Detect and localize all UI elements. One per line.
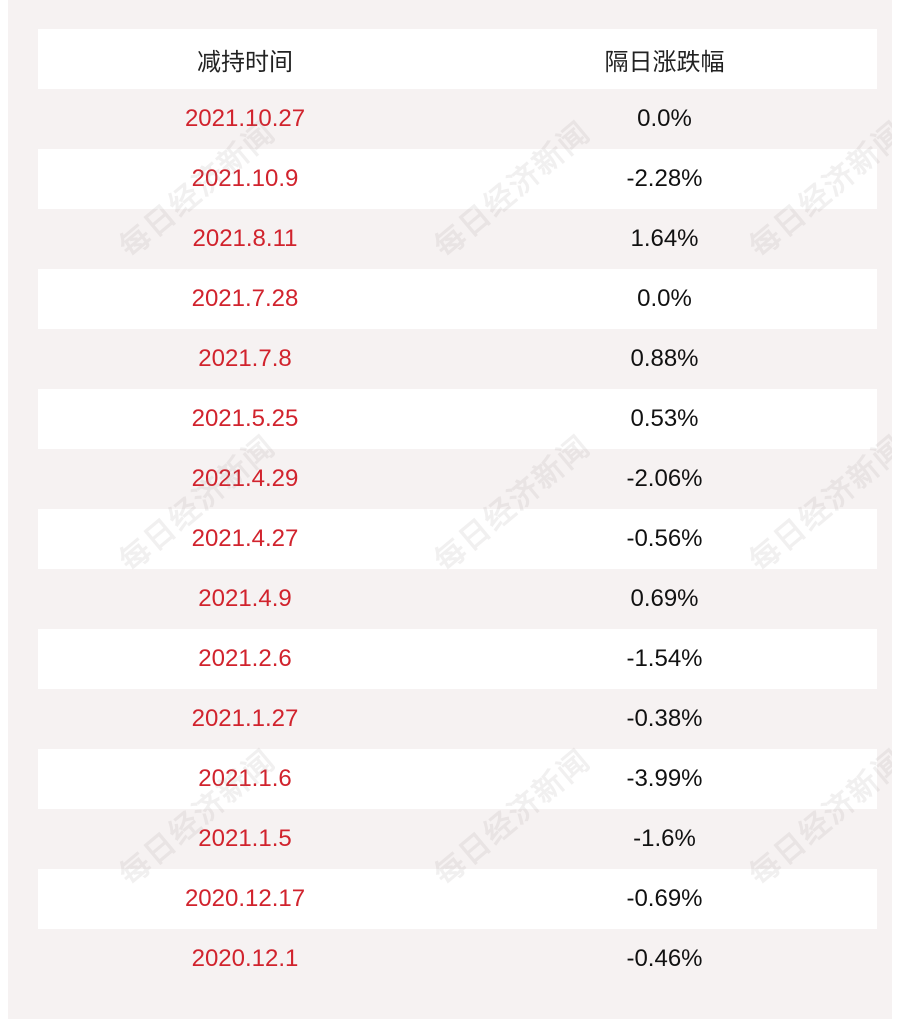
reduction-date-cell: 2021.1.5 [198,825,292,852]
table-row: 2021.4.29 -2.06% [38,449,877,509]
reduction-date-cell: 2021.8.11 [192,225,298,252]
header-next-day-change: 隔日涨跌幅 [604,47,725,76]
next-day-change-cell: 1.64% [630,225,699,252]
reduction-date-cell: 2021.7.28 [191,285,299,312]
table-row: 2021.4.9 0.69% [38,569,877,629]
reduction-date-cell: 2021.1.6 [198,765,292,792]
table-header-row: 减持时间 隔日涨跌幅 [38,29,877,89]
reduction-date-cell: 2021.10.9 [191,165,299,192]
reduction-date-cell: 2021.4.29 [191,465,299,492]
reduction-date-cell: 2021.1.27 [191,705,299,732]
next-day-change-cell: -2.06% [626,465,703,492]
table-row: 2021.7.8 0.88% [38,329,877,389]
data-table: 减持时间 隔日涨跌幅 2021.10.27 0.0% 2021.10.9 -2.28%… [38,29,877,989]
table-row: 2021.4.27 -0.56% [38,509,877,569]
next-day-change-cell: 0.0% [637,105,692,132]
reduction-date-cell: 2021.7.8 [198,345,292,372]
table-row: 2021.1.27 -0.38% [38,689,877,749]
table-row: 2020.12.1 -0.46% [38,929,877,989]
next-day-change-cell: -1.6% [633,825,696,852]
table-row: 2021.10.27 0.0% [38,89,877,149]
reduction-date-cell: 2020.12.17 [184,885,306,912]
next-day-change-cell: -0.46% [626,945,703,972]
table-card: 减持时间 隔日涨跌幅 2021.10.27 0.0% 2021.10.9 -2.28%… [8,0,892,1019]
table-row: 2021.1.6 -3.99% [38,749,877,809]
reduction-date-cell: 2021.5.25 [191,405,299,432]
reduction-date-cell: 2021.10.27 [184,105,306,132]
header-reduction-date: 减持时间 [197,47,293,76]
next-day-change-cell: -0.56% [626,525,703,552]
next-day-change-cell: -1.54% [626,645,703,672]
table-row: 2021.1.5 -1.6% [38,809,877,869]
table-row: 2021.2.6 -1.54% [38,629,877,689]
reduction-date-cell: 2021.4.9 [198,585,292,612]
table-row: 2021.10.9 -2.28% [38,149,877,209]
reduction-date-cell: 2021.2.6 [198,645,292,672]
next-day-change-cell: -0.69% [626,885,703,912]
next-day-change-cell: 0.69% [630,585,699,612]
reduction-date-cell: 2020.12.1 [191,945,299,972]
next-day-change-cell: 0.88% [630,345,699,372]
reduction-date-cell: 2021.4.27 [191,525,299,552]
table-row: 2021.7.28 0.0% [38,269,877,329]
next-day-change-cell: -2.28% [626,165,703,192]
next-day-change-cell: 0.53% [630,405,699,432]
table-row: 2020.12.17 -0.69% [38,869,877,929]
table-row: 2021.8.11 1.64% [38,209,877,269]
table-row: 2021.5.25 0.53% [38,389,877,449]
next-day-change-cell: 0.0% [637,285,692,312]
next-day-change-cell: -3.99% [626,765,703,792]
table-body: 2021.10.27 0.0% 2021.10.9 -2.28% 2021.8.11 1.… [38,89,877,989]
next-day-change-cell: -0.38% [626,705,703,732]
